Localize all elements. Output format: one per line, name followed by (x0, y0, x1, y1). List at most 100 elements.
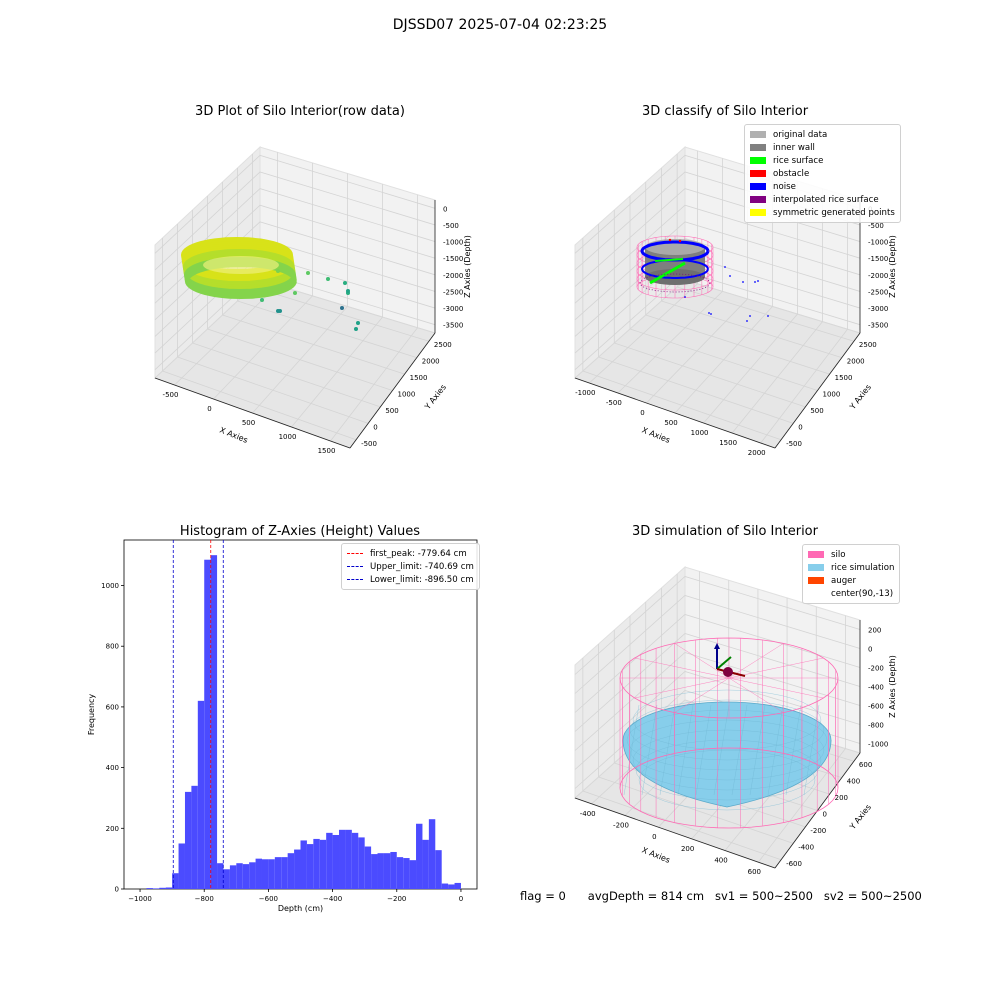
sim-rice-mesh (629, 719, 825, 781)
histogram-bar (229, 865, 237, 889)
classify-zgrid (574, 188, 861, 287)
histogram-bar (377, 853, 384, 889)
classify-legend-swatch (750, 209, 766, 216)
histogram-bar (281, 857, 288, 889)
classify-z-tick-label: -2500 (868, 288, 888, 296)
raw-x-axis-line (154, 377, 351, 449)
histogram-bar (454, 882, 461, 889)
histogram-bar (351, 832, 359, 889)
classify-legend-label: original data (773, 129, 828, 140)
classify-y-tick-label: 1000 (823, 391, 841, 399)
sim-rice-mesh (623, 704, 640, 796)
histogram-legend-swatch (347, 553, 363, 554)
classify-y-tick-label: 2500 (859, 341, 877, 349)
classify-x-tick-label: -1000 (575, 389, 595, 397)
raw-y-tick-label: 2000 (422, 358, 440, 366)
classify-legend-label: interpolated rice surface (773, 194, 879, 205)
histogram-y-tick-label: 1000 (101, 582, 119, 590)
classify-x-tick-label: 0 (640, 409, 644, 417)
sim-y-tick-label: 400 (847, 778, 860, 786)
raw-y-tick-label: 1000 (398, 391, 416, 399)
sim-zgrid (574, 652, 861, 751)
sim-zgrid (574, 576, 861, 675)
histogram-legend-swatch (347, 579, 363, 580)
histogram-bar (409, 860, 417, 889)
sim-silo-roof-wire (674, 643, 730, 679)
sim-x-tick-label: 600 (748, 868, 761, 876)
raw-ygrid (162, 370, 357, 441)
sim-zgrid (574, 671, 861, 770)
classify-legend-label: inner wall (773, 142, 815, 153)
sim-rice-mesh (803, 704, 820, 796)
sim-rice-mesh (632, 689, 822, 751)
sim-legend-swatch (808, 564, 824, 571)
sim-ygrid (582, 790, 782, 861)
raw-z-tick-label: -500 (443, 222, 459, 230)
classify-noise-point (729, 275, 731, 277)
histogram-bar (178, 843, 185, 889)
figure-title: DJSSD07 2025-07-04 02:23:25 (392, 17, 608, 33)
histogram-bar (403, 858, 410, 889)
raw-x-axis-label: X Axies (218, 425, 249, 444)
simulation-legend: silo rice simulation auger center(90,-13) (802, 544, 901, 604)
classify-z-tick-label: -1000 (868, 239, 888, 247)
histogram-legend-label: Upper_limit: -740.69 cm (370, 561, 474, 572)
histogram-frame (123, 539, 478, 890)
sv2-text: sv2 = 500~2500 (823, 889, 922, 903)
classify-rice-surface (649, 261, 686, 285)
classify-ygrid (614, 342, 806, 408)
classify-legend-swatch (750, 131, 766, 138)
classify-legend-item: symmetric generated points (750, 206, 895, 219)
flag-text: flag = 0 (520, 889, 566, 903)
raw-point (356, 321, 360, 325)
raw-x-tick-label: -500 (163, 391, 179, 399)
histogram-legend-label: first_peak: -779.64 cm (370, 548, 467, 559)
classify-noise-point (684, 296, 686, 298)
sim-x-axis-line (574, 797, 776, 869)
classify-noise-point (742, 281, 744, 283)
raw-ygrid (207, 328, 393, 391)
classify-legend-item: interpolated rice surface (750, 193, 895, 206)
histogram-legend: first_peak: -779.64 cm Upper_limit: -740.… (341, 543, 480, 590)
sim-zgrid (574, 595, 861, 694)
sim-legend-swatch (808, 590, 824, 597)
sim-legend-label: auger (831, 575, 856, 586)
histogram-bar (172, 873, 179, 889)
sim-y-tick-label: 200 (835, 794, 848, 802)
raw-x-tick-label: 1500 (318, 447, 336, 455)
raw-point (326, 277, 330, 281)
sim-z-tick-label: -200 (868, 665, 884, 673)
classify-noise-point (746, 320, 748, 322)
classify-noise-point (749, 315, 751, 317)
sim-rice-mesh (635, 739, 819, 801)
sim-rice-mesh (638, 749, 816, 811)
histogram-bar (146, 888, 153, 889)
classify-noise-ring (640, 259, 709, 279)
histogram-bar (306, 844, 314, 889)
classify-z-tick-label: -2000 (868, 272, 888, 280)
classify-legend-swatch (750, 144, 766, 151)
classify-legend-label: symmetric generated points (773, 207, 895, 218)
sim-silo-roof-wire (728, 677, 824, 699)
simulation-plot-title: 3D simulation of Silo Interior (632, 524, 818, 539)
classify-legend-swatch (750, 170, 766, 177)
raw-y-axis-label: Y Axies (422, 383, 448, 412)
classify-y-tick-label: -500 (786, 440, 802, 448)
raw-zgrid (154, 237, 436, 337)
histogram-bar (339, 829, 346, 889)
histogram-y-label: Frequency (87, 694, 96, 736)
sv1-text: sv1 = 500~2500 (715, 889, 813, 903)
histogram-chart: −1000 −800 −600 −400 −200 002004006008001000 … (87, 539, 478, 913)
histogram-bar (268, 859, 275, 889)
raw-x-tick-label: 500 (242, 419, 255, 427)
classify-legend-item: noise (750, 180, 895, 193)
classify-noise-point (724, 266, 726, 268)
sim-zgrid (574, 633, 861, 732)
raw-x-tick-label: 1000 (279, 433, 297, 441)
sim-rice-mesh (677, 704, 694, 796)
sim-z-tick-label: 0 (868, 646, 872, 654)
histogram-bar (255, 858, 262, 889)
raw-ygrid (192, 342, 381, 408)
histogram-bar (242, 864, 250, 889)
classify-y-tick-label: 2000 (847, 358, 865, 366)
